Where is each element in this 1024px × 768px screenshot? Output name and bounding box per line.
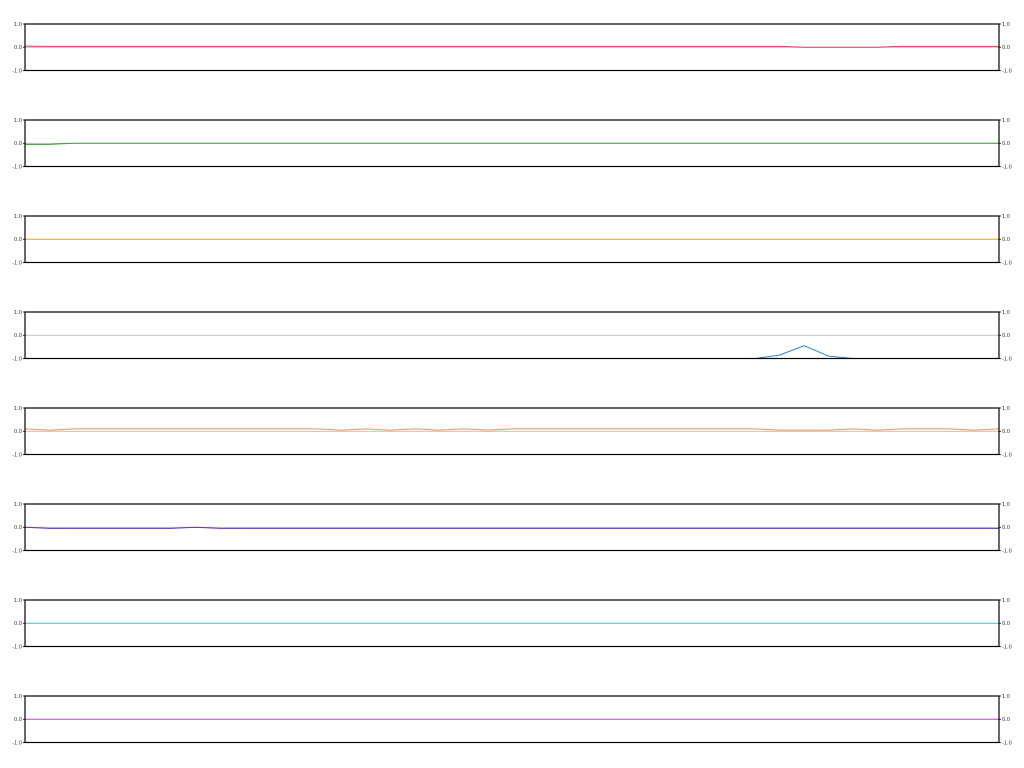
chart-panel-3: 1.0 1.0 0.0 0.0 -1.0 -1.0 (12, 214, 1012, 266)
y-tick-label-left: 0.0 (14, 45, 22, 51)
y-tick-label-right: 1.0 (1002, 502, 1010, 508)
y-tick-label-right: 0.0 (1002, 45, 1010, 51)
chart-panel-7: 1.0 1.0 0.0 0.0 -1.0 -1.0 (12, 598, 1012, 651)
y-tick-label-left: 1.0 (14, 502, 22, 508)
y-tick-label-right: 0.0 (1002, 429, 1010, 435)
y-tick-label-left: -1.0 (12, 260, 22, 266)
y-tick-label-left: 1.0 (14, 598, 22, 604)
series-line (25, 345, 999, 359)
y-tick-label-left: 0.0 (14, 621, 22, 627)
y-tick-label-left: -1.0 (12, 356, 22, 362)
y-tick-label-right: 1.0 (1002, 694, 1010, 700)
chart-panel-6: 1.0 1.0 0.0 0.0 -1.0 -1.0 (12, 502, 1012, 555)
y-tick-label-right: -1.0 (1002, 452, 1012, 458)
chart-panel-8: 1.0 1.0 0.0 0.0 -1.0 -1.0 (12, 694, 1012, 747)
y-tick-label-left: 1.0 (14, 22, 22, 28)
series-line (24, 428, 1000, 431)
y-tick-label-left: 0.0 (14, 237, 22, 243)
y-tick-label-right: 0.0 (1002, 525, 1010, 531)
y-tick-label-left: -1.0 (12, 452, 22, 458)
y-tick-label-left: 0.0 (14, 429, 22, 435)
series-line (24, 45, 999, 48)
y-tick-label-left: 0.0 (14, 717, 22, 723)
y-tick-label-left: 1.0 (14, 214, 22, 220)
y-tick-label-right: 0.0 (1002, 621, 1010, 627)
y-tick-label-left: 1.0 (14, 406, 22, 412)
y-tick-label-left: 0.0 (14, 333, 22, 339)
y-tick-label-right: 1.0 (1002, 406, 1010, 412)
y-tick-label-left: 1.0 (14, 694, 22, 700)
y-tick-label-right: -1.0 (1002, 740, 1012, 746)
y-tick-label-right: -1.0 (1002, 356, 1012, 362)
y-tick-label-right: 1.0 (1002, 214, 1010, 220)
y-tick-label-right: -1.0 (1002, 260, 1012, 266)
chart-panel-1: 1.0 1.0 0.0 0.0 -1.0 -1.0 (12, 22, 1012, 75)
y-tick-label-right: -1.0 (1002, 548, 1012, 554)
y-tick-label-right: -1.0 (1002, 644, 1012, 650)
y-tick-label-left: 1.0 (14, 118, 22, 124)
y-tick-label-right: 1.0 (1002, 310, 1010, 316)
y-tick-label-right: 0.0 (1002, 717, 1010, 723)
y-tick-label-right: 1.0 (1002, 118, 1010, 124)
y-tick-label-right: 0.0 (1002, 333, 1010, 339)
series-line (25, 142, 999, 145)
series-line (24, 526, 999, 529)
y-tick-label-right: -1.0 (1002, 164, 1012, 170)
y-tick-label-right: 0.0 (1002, 237, 1010, 243)
y-tick-label-left: -1.0 (12, 68, 22, 74)
y-tick-label-right: 0.0 (1002, 141, 1010, 147)
chart-panel-5: 1.0 1.0 0.0 0.0 -1.0 -1.0 (12, 406, 1012, 459)
y-tick-label-left: 0.0 (14, 525, 22, 531)
y-tick-label-left: -1.0 (12, 740, 22, 746)
y-tick-label-left: 0.0 (14, 141, 22, 147)
y-tick-label-right: 1.0 (1002, 598, 1010, 604)
y-tick-label-right: 1.0 (1002, 22, 1010, 28)
y-tick-label-left: -1.0 (12, 164, 22, 170)
chart-panel-2: 1.0 1.0 0.0 0.0 -1.0 -1.0 (12, 118, 1012, 171)
y-tick-label-left: -1.0 (12, 548, 22, 554)
chart-panel-4: 1.0 1.0 0.0 0.0 -1.0 -1.0 (12, 310, 1012, 363)
y-tick-label-right: -1.0 (1002, 68, 1012, 74)
y-tick-label-left: 1.0 (14, 310, 22, 316)
y-tick-label-left: -1.0 (12, 644, 22, 650)
